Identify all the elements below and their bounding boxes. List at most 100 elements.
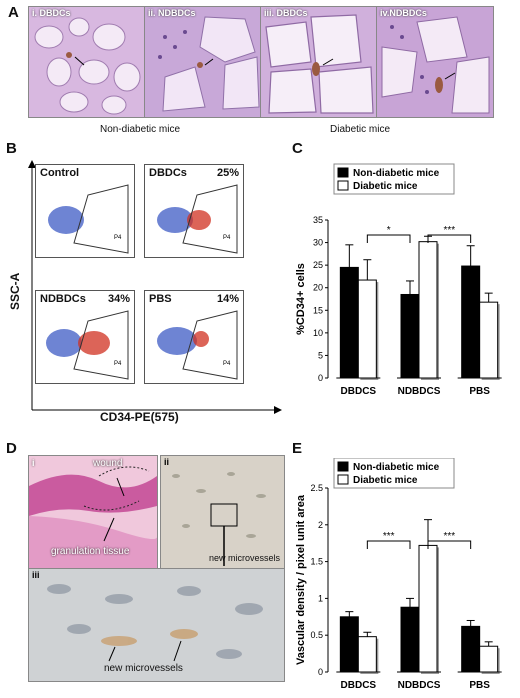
significance-label: *** xyxy=(443,225,455,236)
flow-plot-title: Control xyxy=(40,167,80,179)
bar xyxy=(339,616,359,673)
microvessels-label-ii: new microvessels xyxy=(209,553,281,563)
bar xyxy=(400,606,420,673)
panel-c-letter: C xyxy=(292,140,303,157)
flow-y-axis-label: SSC-A xyxy=(8,272,22,310)
legend-box xyxy=(333,163,455,195)
bar xyxy=(461,265,481,379)
y-tick-label: 2 xyxy=(318,520,323,530)
chart-c: Non-diabetic mice Diabetic mice 0 5 10 15 20 25… xyxy=(295,163,502,397)
wound-section-image xyxy=(29,456,157,568)
legend-swatch xyxy=(337,180,349,191)
y-tick-label: 0.5 xyxy=(310,630,323,640)
y-tick-label: 10 xyxy=(313,328,323,338)
significance-bracket xyxy=(427,234,472,243)
x-tick-label: PBS xyxy=(469,680,490,691)
x-tick-label: NDBDCS xyxy=(398,680,441,691)
significance-label: *** xyxy=(383,531,395,542)
gate-label: P4 xyxy=(114,235,122,241)
y-tick-label: 5 xyxy=(318,350,323,360)
flow-plot-control: P4 Control xyxy=(35,164,135,258)
y-tick-label: 35 xyxy=(313,215,323,225)
y-tick-label: 1 xyxy=(318,593,323,603)
flow-plot-percent: 34% xyxy=(107,293,130,305)
y-tick-label: 15 xyxy=(313,305,323,315)
microvessel-section-image xyxy=(161,456,284,568)
legend-box xyxy=(333,458,455,489)
y-tick-label: 0 xyxy=(318,373,323,383)
group-label-nondiabetic: Non-diabetic mice xyxy=(100,124,181,135)
legend-swatch xyxy=(337,167,349,178)
bar xyxy=(418,544,438,673)
flow-scatter-dbdcs: P4 xyxy=(157,184,238,254)
y-axis-title: Vascular density / pixel unit area xyxy=(295,494,307,665)
flow-plot-title: PBS xyxy=(149,293,172,305)
micro-tile-2: ii. NDBDCs xyxy=(144,6,262,118)
tile-label-3: iii. DBDCs xyxy=(264,8,308,18)
panel-e-letter: E xyxy=(292,440,303,457)
tile-label-d-i: i xyxy=(32,458,35,468)
x-tick-label: NDBDCS xyxy=(398,386,441,397)
legend-swatch xyxy=(337,474,349,485)
flow-plot-ndbdcs: P4 NDBDCs 34% xyxy=(35,290,135,384)
flow-plot-pbs: P4 PBS 14% xyxy=(144,290,244,384)
flow-plot-percent: 14% xyxy=(216,293,239,305)
bar xyxy=(357,279,377,379)
x-tick-label: DBDCS xyxy=(341,680,377,691)
tile-label-d-ii: ii xyxy=(164,457,170,467)
bar xyxy=(357,636,377,673)
panel-d-letter: D xyxy=(6,440,17,457)
legend-label: Non-diabetic mice xyxy=(353,462,440,473)
y-tick-label: 0 xyxy=(318,667,323,677)
bar xyxy=(479,645,499,673)
significance-label: * xyxy=(387,225,391,236)
bar xyxy=(418,241,438,379)
y-tick-label: 2.5 xyxy=(310,483,323,493)
granulation-label: granulation tissue xyxy=(51,546,130,557)
tile-label-4: iv.NDBDCs xyxy=(380,8,427,18)
micro-tile-4: iv.NDBDCs xyxy=(376,6,494,118)
y-tick-label: 20 xyxy=(313,283,323,293)
bar xyxy=(339,266,359,379)
group-label-diabetic: Diabetic mice xyxy=(330,124,391,135)
ihc-stain-image: ii new microvessels xyxy=(160,455,285,569)
gate-label: P4 xyxy=(223,235,231,241)
panel-a-letter: A xyxy=(8,4,19,21)
bar xyxy=(461,625,481,673)
microvessels-label-iii: new microvessels xyxy=(104,663,183,674)
significance-bracket xyxy=(427,540,472,549)
adipose-tissue-image-1 xyxy=(29,7,145,117)
y-tick-label: 1.5 xyxy=(310,557,323,567)
ihc-zoom-image: iii new microvessels xyxy=(28,568,285,682)
significance-bracket xyxy=(366,234,411,243)
adipose-tissue-image-2 xyxy=(145,7,261,117)
x-tick-label: DBDCS xyxy=(341,386,377,397)
gate-label: P4 xyxy=(114,361,122,367)
legend-label: Non-diabetic mice xyxy=(353,168,440,179)
bar xyxy=(479,301,499,379)
tile-label-d-iii: iii xyxy=(32,570,40,580)
he-stain-image: i wound granulation tissue xyxy=(28,455,158,569)
flow-x-axis-label: CD34-PE(575) xyxy=(100,410,179,424)
significance-bracket xyxy=(366,540,411,549)
y-axis-title: %CD34+ cells xyxy=(295,263,307,335)
adipose-tissue-image-3 xyxy=(261,7,377,117)
legend-swatch xyxy=(337,461,349,472)
flow-plot-title: NDBDCs xyxy=(40,293,86,305)
panel-b-letter: B xyxy=(6,140,17,157)
flow-axes xyxy=(28,160,282,414)
microvessel-zoom-image xyxy=(29,569,284,681)
flow-plot-title: DBDCs xyxy=(149,167,187,179)
legend-label: Diabetic mice xyxy=(353,181,418,192)
significance-label: *** xyxy=(443,531,455,542)
y-tick-label: 30 xyxy=(313,238,323,248)
legend-label: Diabetic mice xyxy=(353,475,418,486)
x-tick-label: PBS xyxy=(469,386,490,397)
tile-label-1: i. DBDCs xyxy=(32,8,71,18)
micro-tile-3: iii. DBDCs xyxy=(260,6,378,118)
gate-label: P4 xyxy=(223,361,231,367)
tile-label-2: ii. NDBDCs xyxy=(148,8,196,18)
adipose-tissue-image-4 xyxy=(377,7,493,117)
bar xyxy=(400,293,420,379)
wound-label: wound xyxy=(93,458,123,469)
